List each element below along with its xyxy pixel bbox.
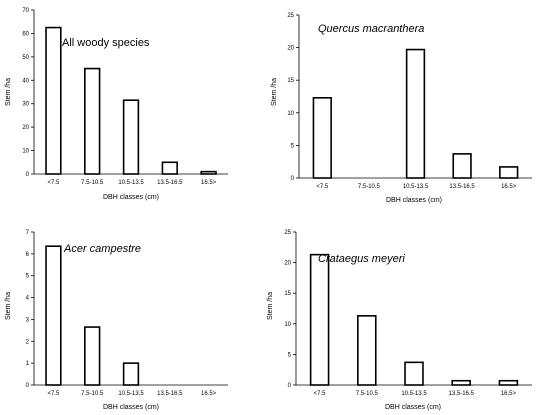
bar <box>122 362 140 386</box>
y-tick-label: 2 <box>26 339 30 345</box>
x-tick-label: 7.5-10.5 <box>81 180 104 186</box>
y-axis-label: Stem /ha <box>271 78 278 106</box>
y-tick-label: 10 <box>287 111 294 117</box>
x-tick-label: <7.5 <box>47 180 60 186</box>
x-axis-label: DBH classes (cm) <box>103 194 159 201</box>
y-tick-label: 15 <box>284 291 291 297</box>
x-tick-label: 13.5-16.5 <box>157 391 183 397</box>
bar <box>405 48 426 179</box>
bar <box>498 379 519 386</box>
y-tick-label: 60 <box>22 31 29 37</box>
y-tick-label: 4 <box>26 296 30 302</box>
y-tick-label: 3 <box>26 317 30 323</box>
chart-panel: 0 1 2 3 4 5 6 7 <7.5 7.5-10.5 10.5-13.5 13.5-16.5 16… <box>5 230 228 411</box>
y-tick-label: 20 <box>22 125 29 131</box>
x-axis-label: DBH classes (cm) <box>103 404 159 411</box>
x-tick-label: <7.5 <box>47 391 60 397</box>
y-tick-label: 5 <box>26 274 30 280</box>
y-tick-label: 0 <box>26 172 30 178</box>
x-tick-label: 16.5> <box>501 391 517 397</box>
y-tick-label: 10 <box>284 322 291 328</box>
y-axis-label: Stem /ha <box>267 292 274 320</box>
x-tick-label: <7.5 <box>316 184 329 190</box>
bar <box>452 153 472 179</box>
x-tick-label: 13.5-16.5 <box>157 180 183 186</box>
bar <box>45 26 62 175</box>
panel-title: All woody species <box>62 37 150 49</box>
y-tick-label: 40 <box>22 78 29 84</box>
chart-panel: 0 5 10 15 20 25 <7.5 7.5-10.5 10.5-13.5 13.5-16.5… <box>267 230 532 411</box>
y-tick-label: 25 <box>287 13 294 19</box>
x-tick-label: 13.5-16.5 <box>449 391 475 397</box>
x-tick-label: 10.5-13.5 <box>401 391 427 397</box>
y-tick-label: 0 <box>291 176 295 182</box>
bar <box>404 361 424 386</box>
y-tick-label: 5 <box>288 352 292 358</box>
y-axis-label: Stem /ha <box>5 292 12 320</box>
y-tick-label: 6 <box>26 252 30 258</box>
bar <box>200 170 217 175</box>
y-tick-label: 0 <box>26 383 30 389</box>
bar <box>161 161 178 175</box>
x-tick-label: 7.5-10.5 <box>358 184 381 190</box>
x-tick-label: 13.5-16.5 <box>449 184 475 190</box>
y-axis-label: Stem /ha <box>5 78 12 106</box>
panel-title: Acer campestre <box>63 243 141 255</box>
bar <box>499 166 519 179</box>
chart-panel: 0 10 20 30 40 50 60 70 <7.5 7.5-10.5 10.5-13.5 13.5… <box>5 8 228 201</box>
y-tick-label: 50 <box>22 55 29 61</box>
x-tick-label: 10.5-13.5 <box>118 180 144 186</box>
bar <box>312 97 332 179</box>
panel-title: Quercus macranthera <box>318 23 424 35</box>
bar <box>84 67 101 175</box>
x-tick-label: 7.5-10.5 <box>356 391 379 397</box>
y-tick-label: 70 <box>22 8 29 14</box>
bar <box>451 379 471 386</box>
y-tick-label: 1 <box>26 361 30 367</box>
x-tick-label: 7.5-10.5 <box>81 391 104 397</box>
chart-panel: 0 5 10 15 20 25 <7.5 7.5-10.5 10.5-13.5 13.5-16.5… <box>271 13 532 204</box>
bar <box>309 253 330 386</box>
panel-title: Crataegus meyeri <box>318 253 405 265</box>
x-tick-label: 10.5-13.5 <box>403 184 429 190</box>
x-tick-label: 16.5> <box>201 391 217 397</box>
x-axis-label: DBH classes (cm) <box>385 404 441 411</box>
bar <box>84 326 101 386</box>
y-tick-label: 10 <box>22 149 29 155</box>
y-tick-label: 25 <box>284 230 291 236</box>
y-tick-label: 15 <box>287 78 294 84</box>
x-tick-label: 10.5-13.5 <box>118 391 144 397</box>
x-tick-label: 16.5> <box>501 184 517 190</box>
x-tick-label: <7.5 <box>314 391 327 397</box>
y-tick-label: 7 <box>26 230 30 236</box>
y-tick-label: 20 <box>284 261 291 267</box>
y-tick-label: 0 <box>288 383 292 389</box>
bar <box>45 245 62 386</box>
y-tick-label: 20 <box>287 46 294 52</box>
x-axis-label: DBH classes (cm) <box>386 197 442 204</box>
y-tick-label: 5 <box>291 143 295 149</box>
y-tick-label: 30 <box>22 102 29 108</box>
x-tick-label: 16.5> <box>201 180 217 186</box>
bar <box>122 99 140 175</box>
bar <box>357 315 377 386</box>
